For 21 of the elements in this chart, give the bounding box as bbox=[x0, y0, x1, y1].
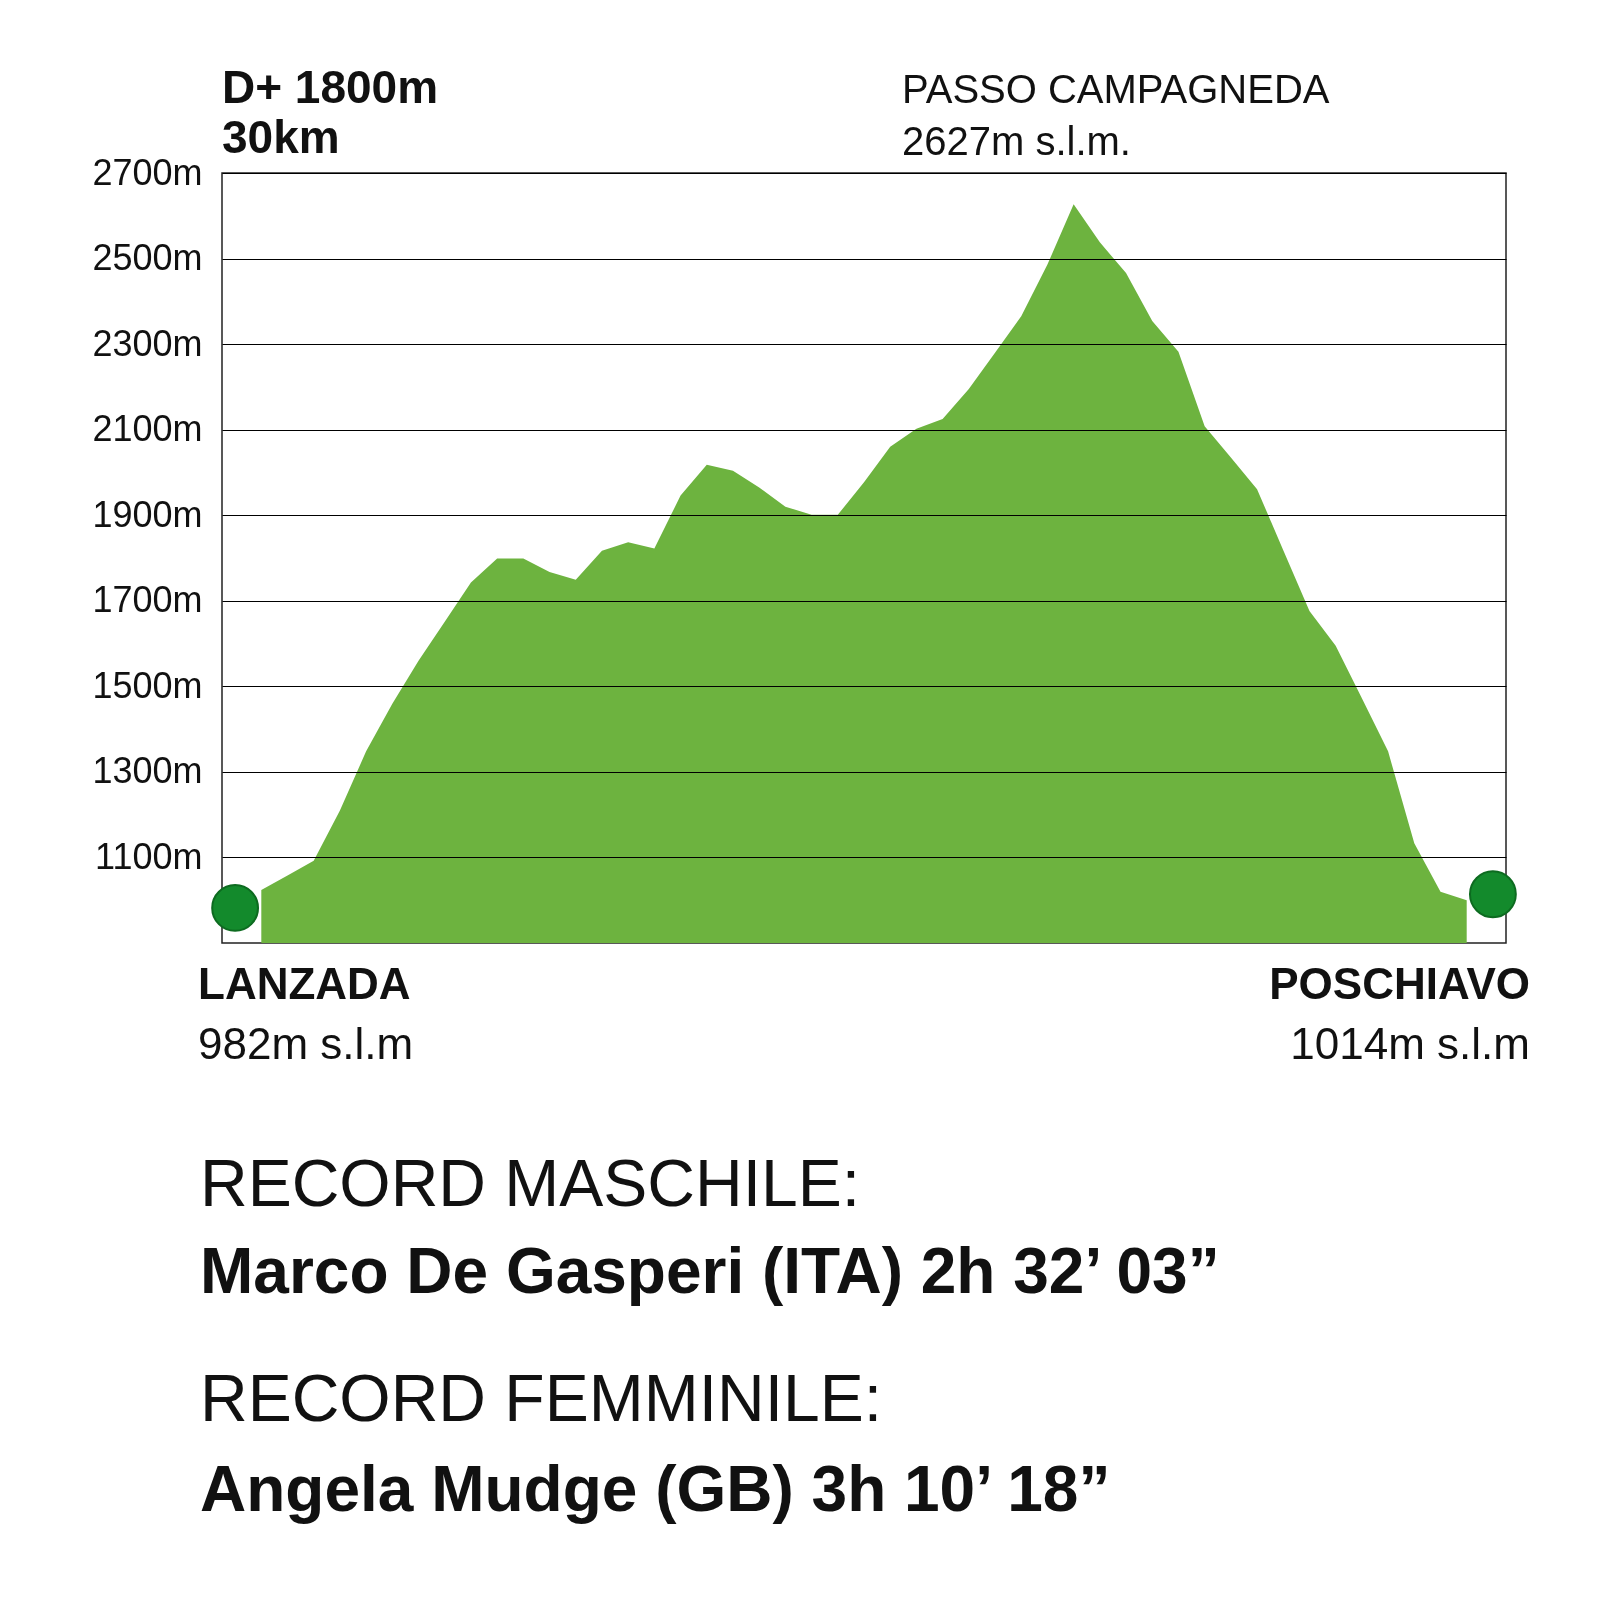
chart-title: D+ 1800m bbox=[222, 61, 439, 113]
y-tick-label: 2300m bbox=[92, 322, 203, 364]
y-tick-label: 2100m bbox=[92, 408, 203, 450]
chart-subtitle: 30km bbox=[222, 111, 340, 163]
y-tick-label: 1900m bbox=[92, 493, 203, 535]
text: 1014m s.l.m bbox=[1290, 1019, 1530, 1068]
text: PASSO CAMPAGNEDA bbox=[902, 67, 1330, 111]
y-tick-label: 1500m bbox=[92, 664, 203, 706]
text: 2627m s.l.m. bbox=[902, 119, 1131, 163]
text: POSCHIAVO bbox=[1269, 959, 1530, 1008]
y-tick-label: 2700m bbox=[92, 151, 203, 193]
text: Marco De Gasperi (ITA) 2h 32’ 03” bbox=[200, 1235, 1220, 1307]
y-tick-label: 1700m bbox=[92, 579, 203, 621]
text: LANZADA bbox=[198, 959, 411, 1008]
text: Angela Mudge (GB) 3h 10’ 18” bbox=[200, 1453, 1111, 1525]
y-tick-label: 2500m bbox=[92, 237, 203, 279]
text: RECORD MASCHILE: bbox=[200, 1146, 861, 1220]
text: 982m s.l.m bbox=[198, 1019, 414, 1068]
text: RECORD FEMMINILE: bbox=[200, 1361, 883, 1435]
y-tick-label: 1300m bbox=[92, 750, 203, 792]
y-tick-label: 1100m bbox=[95, 835, 203, 877]
